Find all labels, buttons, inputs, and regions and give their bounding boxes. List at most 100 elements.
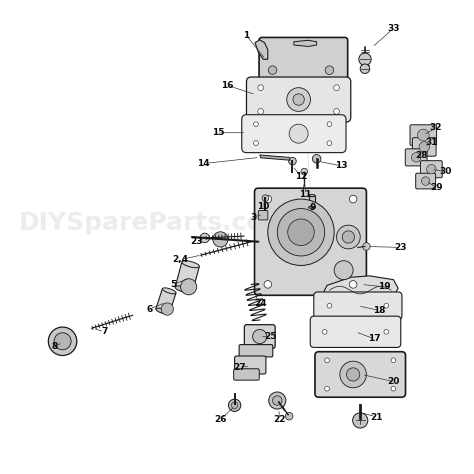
Circle shape [421, 177, 430, 185]
Text: 16: 16 [221, 81, 234, 90]
Circle shape [353, 413, 368, 428]
Circle shape [334, 85, 339, 91]
Circle shape [258, 85, 264, 91]
Circle shape [48, 327, 77, 356]
Circle shape [349, 195, 357, 203]
Circle shape [277, 209, 325, 256]
Circle shape [264, 281, 272, 288]
Text: 23: 23 [191, 237, 203, 246]
Circle shape [213, 232, 228, 247]
FancyBboxPatch shape [315, 352, 405, 397]
Circle shape [301, 168, 308, 175]
Circle shape [161, 303, 173, 315]
Circle shape [427, 164, 436, 174]
Text: 3: 3 [250, 213, 257, 221]
FancyBboxPatch shape [234, 369, 259, 380]
FancyBboxPatch shape [239, 345, 273, 357]
Circle shape [384, 303, 389, 308]
Circle shape [359, 53, 371, 65]
Ellipse shape [309, 194, 315, 197]
Circle shape [288, 219, 314, 246]
Text: 25: 25 [264, 332, 276, 341]
Circle shape [285, 412, 293, 420]
Polygon shape [175, 262, 199, 292]
FancyBboxPatch shape [314, 292, 402, 319]
Ellipse shape [309, 206, 315, 209]
Circle shape [231, 402, 238, 409]
Text: 20: 20 [387, 377, 400, 386]
FancyBboxPatch shape [255, 188, 366, 295]
Circle shape [363, 243, 370, 250]
Polygon shape [255, 40, 268, 59]
Circle shape [181, 279, 197, 295]
Text: 15: 15 [212, 128, 224, 137]
Polygon shape [260, 155, 290, 160]
Circle shape [417, 129, 429, 141]
FancyBboxPatch shape [410, 125, 437, 146]
Text: 6: 6 [146, 305, 153, 313]
Text: 10: 10 [257, 202, 269, 210]
Circle shape [287, 88, 310, 111]
Text: 26: 26 [214, 415, 227, 424]
FancyBboxPatch shape [416, 173, 436, 189]
Circle shape [325, 358, 329, 363]
Text: 32: 32 [430, 124, 442, 132]
FancyBboxPatch shape [420, 161, 442, 178]
Text: 9: 9 [310, 203, 316, 212]
Ellipse shape [175, 286, 192, 293]
Circle shape [293, 94, 304, 105]
Text: 2,4: 2,4 [172, 255, 188, 264]
Circle shape [289, 124, 308, 143]
Circle shape [264, 195, 272, 203]
FancyBboxPatch shape [310, 316, 401, 347]
Circle shape [334, 109, 339, 114]
Text: DIYSpareParts.com: DIYSpareParts.com [19, 211, 291, 235]
FancyBboxPatch shape [235, 356, 266, 374]
Text: 8: 8 [51, 343, 58, 351]
Text: 30: 30 [439, 167, 452, 176]
Circle shape [384, 329, 389, 334]
Ellipse shape [182, 261, 200, 268]
Circle shape [349, 281, 357, 288]
Text: 33: 33 [387, 24, 400, 33]
Circle shape [269, 392, 286, 409]
Text: 28: 28 [416, 151, 428, 160]
Text: 11: 11 [300, 190, 312, 199]
FancyBboxPatch shape [245, 325, 275, 348]
Circle shape [268, 199, 334, 265]
Text: 12: 12 [295, 172, 307, 181]
Text: 27: 27 [233, 363, 246, 372]
Circle shape [360, 64, 370, 73]
Text: 1: 1 [243, 31, 250, 40]
Circle shape [289, 157, 296, 165]
Text: 18: 18 [373, 306, 385, 315]
Text: 29: 29 [430, 183, 442, 191]
Text: 21: 21 [371, 413, 383, 421]
FancyBboxPatch shape [246, 77, 351, 122]
Polygon shape [156, 289, 176, 313]
FancyBboxPatch shape [242, 115, 346, 153]
Circle shape [391, 358, 396, 363]
Polygon shape [322, 276, 398, 298]
Circle shape [312, 155, 321, 163]
Circle shape [262, 195, 269, 201]
Circle shape [258, 109, 264, 114]
Circle shape [419, 142, 429, 152]
FancyBboxPatch shape [412, 138, 436, 156]
Circle shape [54, 333, 71, 350]
Circle shape [254, 141, 258, 146]
Polygon shape [309, 196, 315, 208]
Circle shape [327, 122, 332, 127]
Circle shape [342, 231, 355, 243]
Text: 24: 24 [255, 299, 267, 308]
Text: 13: 13 [335, 162, 347, 170]
Circle shape [322, 329, 327, 334]
Text: 17: 17 [368, 335, 381, 343]
Text: 14: 14 [198, 159, 210, 168]
FancyBboxPatch shape [405, 149, 427, 166]
Ellipse shape [163, 288, 176, 294]
Circle shape [325, 386, 329, 391]
Circle shape [325, 66, 334, 74]
Circle shape [327, 141, 332, 146]
Ellipse shape [156, 308, 169, 314]
